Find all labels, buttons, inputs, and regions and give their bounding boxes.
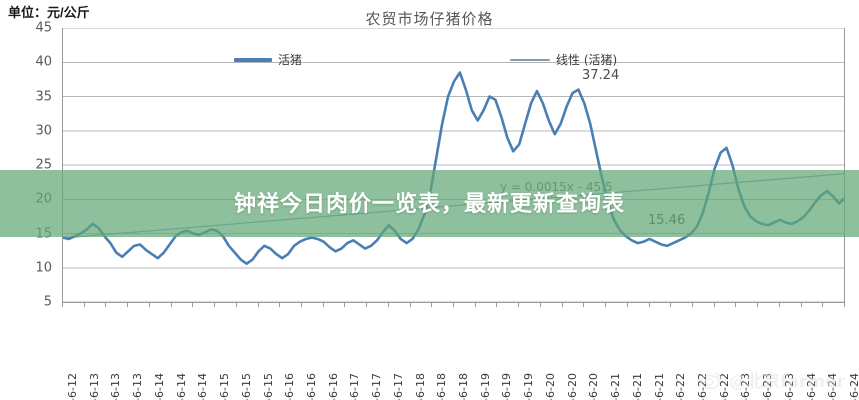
- x-axis-tick-label: 10-6-13: [131, 373, 145, 400]
- x-axis-tick-label: 6-6-16: [304, 373, 318, 400]
- x-axis-tick: [648, 302, 650, 307]
- x-axis-tick: [279, 302, 281, 307]
- right-axis-line: [844, 28, 845, 302]
- x-axis-tick-label: 10-6-12: [66, 373, 79, 400]
- x-axis-tick: [713, 302, 715, 307]
- y-axis-tick-35: 35: [35, 89, 52, 104]
- x-axis-tick: [670, 302, 672, 307]
- legend-label-trendline: 线性 (活猪): [556, 53, 618, 67]
- legend-item-live-pig: 活猪: [234, 51, 302, 68]
- x-axis-tick-label: 6-6-15: [239, 373, 253, 400]
- x-axis-tick-label: 2-6-14: [152, 373, 166, 400]
- x-axis-tick-label: 10-6-19: [522, 373, 536, 400]
- x-axis-tick: [322, 302, 324, 307]
- x-axis-tick-label: 2-6-21: [609, 373, 623, 400]
- x-axis-tick-label: 2-6-20: [543, 373, 557, 400]
- x-axis-tick: [170, 302, 172, 307]
- x-axis-tick-label: 10-6-24: [848, 373, 859, 400]
- x-axis-tick: [214, 302, 216, 307]
- x-axis-tick: [105, 302, 107, 307]
- x-axis-tick: [800, 302, 802, 307]
- x-axis-tick-label: 10-6-15: [261, 373, 275, 400]
- y-axis-tick-30: 30: [35, 123, 52, 139]
- x-axis-tick: [496, 302, 498, 307]
- x-axis-tick-label: 6-6-17: [370, 373, 384, 400]
- x-axis-tick: [344, 302, 346, 307]
- x-axis-tick: [605, 302, 607, 307]
- watermark-handle: @北京farmer: [729, 372, 845, 392]
- x-axis-tick-label: 10-6-20: [587, 373, 601, 400]
- x-axis-tick: [235, 302, 237, 307]
- plot-area: [62, 28, 845, 302]
- x-axis-tick-label: 6-6-18: [435, 373, 449, 400]
- x-axis-tick: [561, 302, 563, 307]
- chart-canvas: [63, 28, 845, 302]
- x-axis-tick: [257, 302, 259, 307]
- x-axis-tick: [453, 302, 454, 307]
- x-axis-tick-label: 10-6-16: [326, 373, 340, 400]
- x-axis-tick: [757, 302, 759, 307]
- gridlines: [63, 28, 845, 302]
- legend-swatch-trendline: [510, 58, 550, 61]
- x-axis-tick-label: 2-6-22: [674, 373, 688, 400]
- overlay-banner-text: 钟祥今日肉价一览表，最新更新查询表: [233, 192, 625, 217]
- x-axis-tick: [778, 302, 780, 307]
- x-axis-tick: [518, 302, 520, 307]
- legend-swatch-live-pig: [234, 57, 272, 62]
- y-axis-tick-10: 10: [35, 260, 52, 276]
- y-axis-labels: 51015202530354045: [0, 21, 58, 310]
- x-axis-tick-label: 10-6-17: [391, 373, 405, 400]
- x-axis-tick: [83, 302, 85, 307]
- x-axis-tick: [539, 302, 541, 307]
- x-axis-tick: [474, 302, 476, 307]
- x-axis-tick: [431, 302, 433, 307]
- overlay-banner-band: [0, 170, 859, 237]
- y-axis-tick-45: 45: [35, 20, 52, 36]
- x-axis-tick-label: 6-6-14: [174, 373, 188, 400]
- x-axis-tick: [409, 302, 411, 307]
- x-axis-tick-label: 2-6-15: [218, 373, 232, 400]
- x-axis-tick: [822, 302, 824, 307]
- x-axis-tick-label: 10-6-14: [196, 373, 210, 400]
- x-axis-tick-label: 2-6-19: [478, 373, 492, 400]
- x-axis-tick: [192, 302, 194, 307]
- x-axis-tick: [366, 302, 368, 307]
- x-axis-tick-label: 6-6-20: [565, 373, 579, 400]
- x-axis-tick-label: 10-6-21: [652, 373, 666, 400]
- x-axis-tick-label: 2-6-13: [87, 373, 101, 400]
- x-axis-tick-label: 2-6-17: [348, 373, 362, 400]
- chart-title: 农贸市场仔猪价格: [365, 10, 494, 28]
- legend-label-live-pig: 活猪: [278, 53, 303, 67]
- x-axis-tick: [62, 302, 63, 307]
- unit-label: 单位：元/公斤: [8, 5, 90, 20]
- x-axis-tick: [583, 302, 585, 307]
- x-axis-tick-label: 6-6-19: [500, 373, 514, 400]
- x-axis-tick-label: 2-6-18: [413, 373, 427, 400]
- watermark: @北京farmer: [699, 367, 845, 392]
- x-axis-tick: [127, 302, 129, 307]
- x-axis-tick: [626, 302, 628, 307]
- x-axis-tick: [387, 302, 389, 307]
- x-axis-tick-label: 10-6-18: [457, 373, 470, 400]
- y-axis-tick-40: 40: [35, 54, 52, 70]
- x-axis-tick: [300, 302, 302, 307]
- x-axis-tick: [844, 302, 845, 307]
- weibo-logo-icon: [699, 370, 723, 390]
- x-axis-tick: [691, 302, 693, 307]
- y-axis-tick-25: 25: [35, 157, 52, 173]
- legend-item-trendline: 线性 (活猪): [510, 51, 617, 68]
- x-axis-tick-label: 2-6-16: [283, 373, 297, 400]
- x-axis-tick: [148, 302, 150, 307]
- peak-value-label: 37.24: [582, 68, 620, 83]
- y-axis-tick-5: 5: [43, 294, 52, 310]
- x-axis-tick-label: 6-6-21: [630, 373, 644, 400]
- x-axis-tick-label: 6-6-13: [109, 373, 123, 400]
- x-axis-tick: [735, 302, 737, 307]
